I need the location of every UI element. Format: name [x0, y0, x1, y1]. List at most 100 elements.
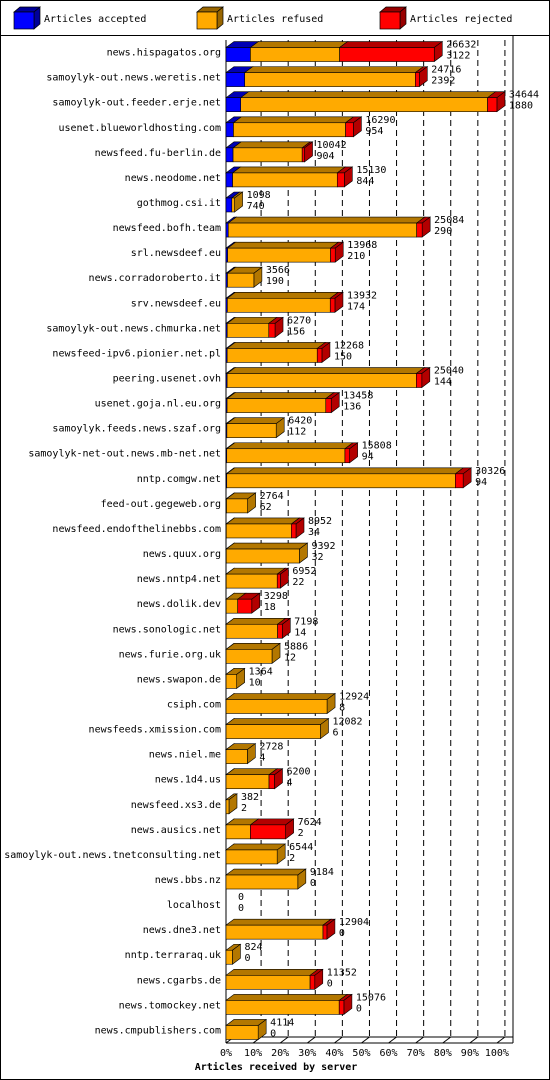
total-label: 824	[244, 942, 262, 953]
bar	[225, 573, 278, 589]
accepted-label: 190	[266, 276, 284, 287]
total-label: 6544	[289, 842, 313, 853]
y-tick-label: peering.usenet.ovh	[113, 374, 221, 385]
total-label: 11352	[327, 967, 357, 978]
total-label: 34644	[509, 90, 539, 101]
bar	[225, 849, 278, 865]
total-label: 15130	[356, 165, 386, 176]
bar	[225, 724, 321, 739]
total-label: 12268	[334, 340, 364, 351]
bar	[226, 398, 327, 413]
y-tick-label: news.cgarbs.de	[137, 975, 221, 986]
bar	[225, 774, 270, 790]
bar-top	[232, 116, 355, 124]
total-label: 382	[241, 792, 259, 803]
total-label: 2764	[260, 491, 284, 502]
y-tick-label: news.swapon.de	[137, 674, 221, 685]
bar-top	[225, 567, 287, 575]
accepted-label: 94	[362, 452, 374, 463]
total-label: 13968	[347, 240, 377, 251]
bar	[226, 348, 318, 363]
bar	[309, 975, 316, 990]
y-tick-label: news.cmpublishers.com	[95, 1025, 221, 1036]
accepted-label: 904	[317, 151, 335, 162]
bar	[291, 523, 297, 539]
bar	[225, 598, 239, 614]
bar	[329, 297, 336, 313]
bar	[345, 122, 354, 138]
accepted-label: 0	[238, 903, 244, 914]
bar-top	[225, 517, 301, 525]
y-tick-label: samoylyk-out.news.chmurka.net	[46, 323, 221, 334]
y-tick-label: nntp.terraraq.uk	[125, 950, 221, 961]
total-label: 2728	[259, 742, 283, 753]
accepted-label: 14	[294, 627, 306, 638]
total-label: 16290	[365, 115, 395, 126]
y-tick-label: samoylyk-net-out.news.mb-net.net	[28, 449, 221, 460]
accepted-label: 0	[356, 1003, 362, 1014]
bar	[226, 423, 277, 438]
bar	[225, 623, 278, 639]
bar	[416, 373, 423, 388]
total-label: 30326	[475, 466, 505, 477]
y-tick-label: usenet.blueworldhosting.com	[58, 123, 221, 134]
total-label: 7624	[298, 817, 322, 828]
bar	[322, 924, 328, 940]
total-label: 3566	[266, 265, 290, 276]
total-label: 1098	[247, 190, 271, 201]
accepted-label: 844	[356, 176, 374, 187]
bar-top	[225, 918, 332, 926]
y-tick-label: newsfeed.bofh.team	[113, 223, 221, 234]
total-label: 12924	[339, 691, 369, 702]
accepted-label: 0	[270, 1028, 276, 1039]
bar-top	[225, 693, 336, 700]
y-tick-label: news.quux.org	[143, 549, 221, 560]
accepted-label: 3122	[446, 51, 470, 62]
bar	[277, 623, 283, 639]
bar	[225, 749, 248, 764]
accepted-label: 290	[434, 226, 452, 237]
bar-top	[225, 868, 307, 876]
x-tick-label: 0%	[220, 1048, 232, 1059]
x-tick	[442, 1036, 452, 1044]
legend-swatch	[196, 11, 218, 30]
bar	[225, 924, 324, 940]
accepted-label: 112	[288, 427, 306, 438]
legend-label: Articles accepted	[44, 14, 146, 25]
bar-top	[225, 718, 330, 725]
total-label: 1364	[249, 666, 273, 677]
total-label: 13932	[347, 290, 377, 301]
bar-top	[226, 241, 340, 249]
bar	[225, 172, 233, 188]
accepted-label: 150	[334, 351, 352, 362]
bar	[225, 222, 229, 238]
y-tick-label: samoylyk.feeds.news.szaf.org	[52, 424, 221, 435]
y-tick-label: newsfeed-ipv6.pionier.net.pl	[52, 348, 221, 359]
total-label: 15076	[356, 992, 386, 1003]
bar	[226, 498, 248, 514]
x-tick	[279, 1036, 289, 1044]
x-tick	[415, 1036, 424, 1044]
bar	[233, 122, 346, 138]
bar	[301, 147, 305, 163]
x-tick	[388, 1036, 397, 1044]
bar	[227, 297, 331, 313]
accepted-label: 0	[327, 978, 333, 989]
bar	[232, 147, 303, 163]
accepted-label: 10	[249, 677, 261, 688]
bar-top	[225, 417, 286, 424]
bar-top	[226, 291, 340, 299]
x-tick-label: 100%	[485, 1048, 509, 1059]
accepted-label: 2	[289, 853, 295, 864]
bar	[225, 548, 300, 564]
bar-top	[225, 617, 287, 625]
total-label: 6420	[288, 416, 312, 427]
total-label: 6952	[292, 566, 316, 577]
legend-label: Articles refused	[227, 14, 323, 25]
y-tick-label: nntp.comgw.net	[137, 474, 221, 485]
bar	[244, 72, 416, 87]
accepted-label: 210	[347, 251, 365, 262]
accepted-label: 156	[287, 326, 305, 337]
y-tick-label: news.tomockey.net	[119, 1000, 221, 1011]
x-tick-label: 30%	[298, 1048, 316, 1059]
